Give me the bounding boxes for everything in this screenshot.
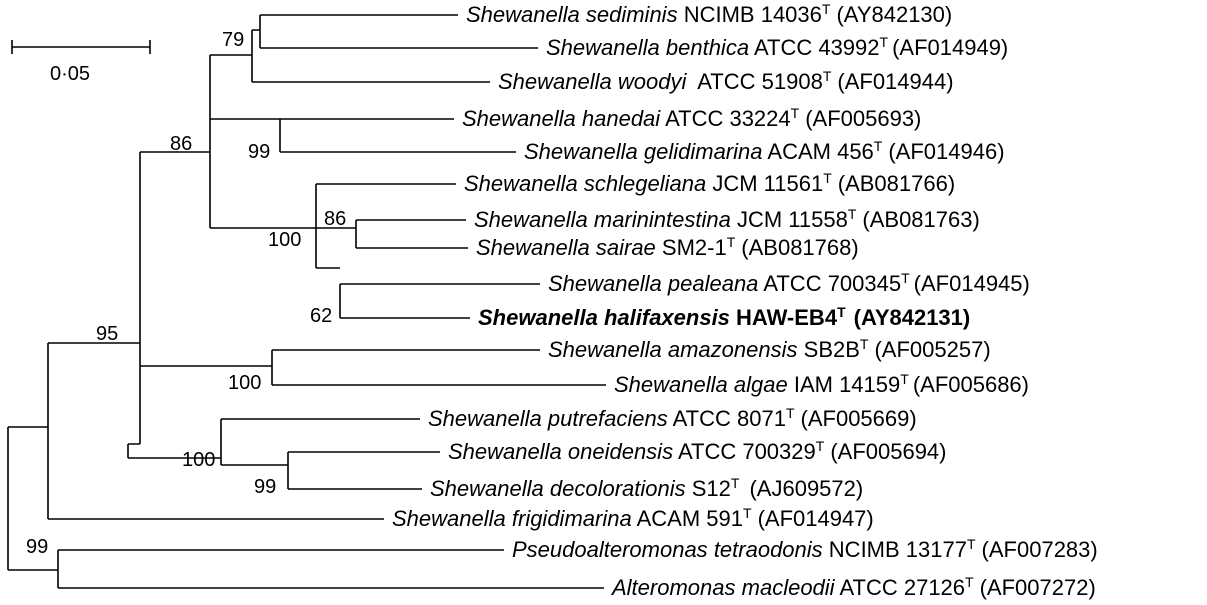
bootstrap-value: 100: [268, 229, 301, 251]
taxon-label-hanedai: Shewanella hanedai ATCC 33224T (AF005693): [462, 105, 921, 131]
tree-branches: [7, 14, 606, 589]
taxon-label-amazonensis: Shewanella amazonensis SB2BT (AF005257): [548, 336, 991, 362]
bootstrap-values: 79 86 99 86 100 62 95 100 100 99 99: [26, 29, 346, 558]
taxon-label-halifaxensis: Shewanella halifaxensis HAW-EB4T (AY84213…: [478, 304, 970, 330]
taxon-label-putrefaciens: Shewanella putrefaciens ATCC 8071T (AF005…: [428, 405, 917, 431]
scale-bar-label: 0·05: [50, 63, 90, 85]
bootstrap-value: 86: [170, 133, 192, 155]
scale-bar: 0·05: [11, 40, 151, 85]
taxon-label-schlegeliana: Shewanella schlegeliana JCM 11561T (AB081…: [464, 170, 955, 196]
taxon-label-benthica: Shewanella benthica ATCC 43992T (AF014949…: [546, 34, 1008, 60]
taxon-label-gelidimarina: Shewanella gelidimarina ACAM 456T (AF0149…: [524, 138, 1005, 164]
taxon-label-tetraodonis: Pseudoalteromonas tetraodonis NCIMB 1317…: [512, 536, 1098, 562]
taxon-label-decolorationis: Shewanella decolorationis S12T (AJ609572): [430, 475, 863, 501]
taxon-label-woodyi: Shewanella woodyi ATCC 51908T (AF014944): [498, 68, 954, 94]
taxon-label-frigidimarina: Shewanella frigidimarina ACAM 591T (AF014…: [392, 505, 874, 531]
bootstrap-value: 86: [324, 208, 346, 230]
taxon-label-oneidensis: Shewanella oneidensis ATCC 700329T (AF005…: [448, 438, 947, 464]
taxon-labels: Shewanella sediminis NCIMB 14036T (AY8421…: [392, 1, 1098, 600]
bootstrap-value: 99: [26, 536, 48, 558]
taxon-label-pealeana: Shewanella pealeana ATCC 700345T (AF01494…: [548, 270, 1030, 296]
bootstrap-value: 95: [96, 323, 118, 345]
taxon-label-sairae: Shewanella sairae SM2-1T (AB081768): [476, 234, 859, 260]
bootstrap-value: 79: [222, 29, 244, 51]
bootstrap-value: 100: [228, 372, 261, 394]
bootstrap-value: 99: [254, 476, 276, 498]
taxon-label-algae: Shewanella algae IAM 14159T (AF005686): [614, 371, 1029, 397]
taxon-label-sediminis: Shewanella sediminis NCIMB 14036T (AY8421…: [466, 1, 952, 27]
bootstrap-value: 99: [248, 141, 270, 163]
taxon-label-macleodii: Alteromonas macleodii ATCC 27126T (AF0072…: [610, 574, 1096, 600]
bootstrap-value: 62: [310, 305, 332, 327]
taxon-label-marinintestina: Shewanella marinintestina JCM 11558T (AB0…: [474, 206, 980, 232]
bootstrap-value: 100: [182, 449, 215, 471]
